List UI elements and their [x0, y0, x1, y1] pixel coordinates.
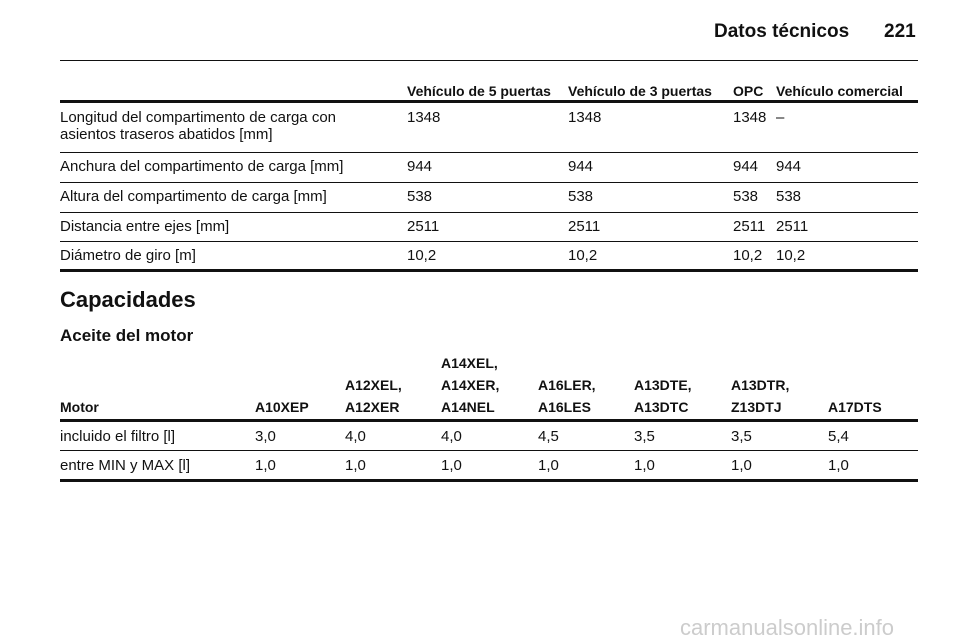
rule — [60, 269, 918, 272]
column-header: A13DTC — [634, 399, 689, 415]
column-header: A14XER, — [441, 377, 500, 393]
row-label: Longitud del compartimento de carga con — [60, 109, 337, 126]
section-heading: Capacidades — [60, 287, 196, 312]
column-header: A14NEL — [441, 399, 495, 415]
cell: 1,0 — [345, 457, 366, 474]
column-header: A12XEL, — [345, 377, 402, 393]
column-header: A12XER — [345, 399, 400, 415]
column-header: Vehículo de 5 puertas — [407, 83, 551, 99]
column-header: OPC — [733, 83, 764, 99]
column-header: Z13DTJ — [731, 399, 782, 415]
row-label: Altura del compartimento de carga [mm] — [60, 188, 327, 205]
row-label: Anchura del compartimento de carga [mm] — [60, 158, 344, 175]
row-label: Diámetro de giro [m] — [60, 247, 196, 264]
cell: 10,2 — [733, 247, 763, 264]
cell: 4,0 — [441, 428, 462, 445]
cell: 944 — [776, 158, 802, 175]
rule — [60, 241, 918, 242]
cell: 944 — [568, 158, 594, 175]
cell: 944 — [407, 158, 433, 175]
cell: 2511 — [407, 218, 440, 235]
watermark: carmanualsonline.info — [680, 615, 895, 640]
row-label: asientos traseros abatidos [mm] — [60, 126, 273, 143]
column-header: Motor — [60, 399, 99, 415]
cell: 538 — [776, 188, 802, 205]
cell: 1,0 — [634, 457, 655, 474]
column-header: A17DTS — [828, 399, 882, 415]
rule — [60, 182, 918, 183]
rule — [60, 212, 918, 213]
cell: 1348 — [733, 109, 767, 126]
rule — [60, 479, 918, 482]
column-header: A13DTE, — [634, 377, 692, 393]
rule — [60, 60, 918, 61]
cell: 10,2 — [776, 247, 806, 264]
cell: 1,0 — [538, 457, 559, 474]
cell: 1,0 — [255, 457, 276, 474]
column-header: Vehículo de 3 puertas — [568, 83, 712, 99]
page-number: 221 — [884, 21, 916, 42]
row-label: entre MIN y MAX [l] — [60, 457, 191, 474]
cell: 1,0 — [828, 457, 849, 474]
rule — [60, 419, 918, 422]
column-header: A14XEL, — [441, 355, 498, 371]
column-header: A13DTR, — [731, 377, 790, 393]
column-header: A16LES — [538, 399, 591, 415]
row-label: Distancia entre ejes [mm] — [60, 218, 230, 235]
cell: – — [776, 109, 785, 126]
cell: 3,5 — [731, 428, 752, 445]
cell: 1348 — [407, 109, 441, 126]
cell: 2511 — [776, 218, 809, 235]
column-header: A16LER, — [538, 377, 596, 393]
cell: 538 — [407, 188, 433, 205]
cell: 1,0 — [731, 457, 752, 474]
subsection-heading: Aceite del motor — [60, 326, 194, 345]
cell: 1,0 — [441, 457, 462, 474]
rule — [60, 152, 918, 153]
cell: 3,0 — [255, 428, 276, 445]
row-label: incluido el filtro [l] — [60, 428, 176, 445]
cell: 10,2 — [407, 247, 437, 264]
cell: 538 — [733, 188, 759, 205]
cell: 4,5 — [538, 428, 559, 445]
cell: 1348 — [568, 109, 602, 126]
cell: 538 — [568, 188, 594, 205]
column-header: A10XEP — [255, 399, 309, 415]
page-title: Datos técnicos — [714, 21, 850, 42]
column-header: Vehículo comercial — [776, 83, 903, 99]
cell: 944 — [733, 158, 759, 175]
cell: 3,5 — [634, 428, 655, 445]
cell: 5,4 — [828, 428, 849, 445]
cell: 2511 — [733, 218, 766, 235]
rule — [60, 450, 918, 451]
cell: 2511 — [568, 218, 601, 235]
rule — [60, 100, 918, 103]
cell: 10,2 — [568, 247, 598, 264]
cell: 4,0 — [345, 428, 366, 445]
